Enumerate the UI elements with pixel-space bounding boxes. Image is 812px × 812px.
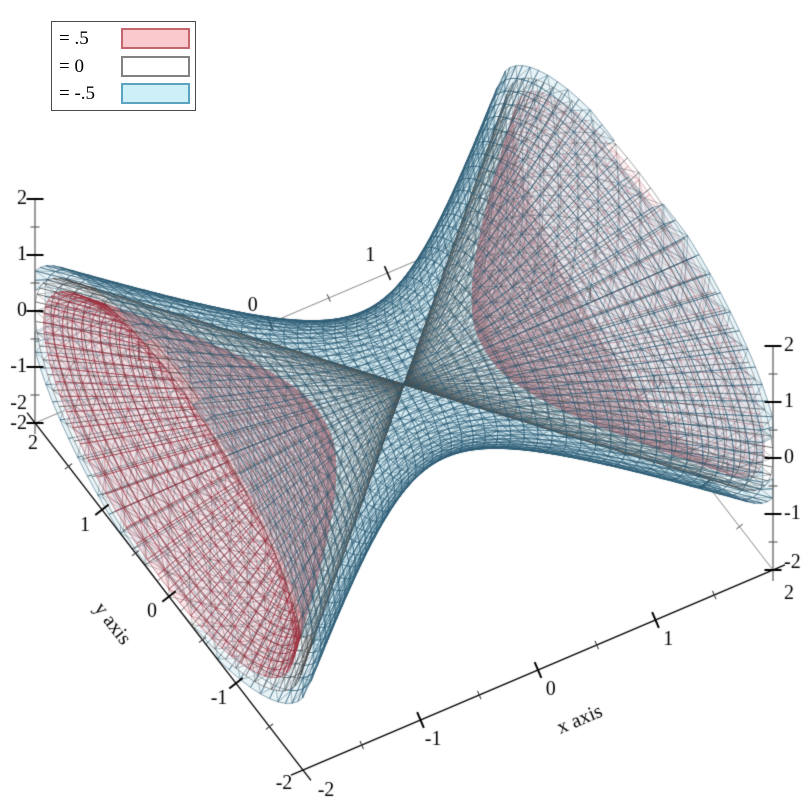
legend-label-neg: = -.5 xyxy=(59,83,96,104)
legend-label-zero: = 0 xyxy=(59,55,84,77)
legend-swatch-blue xyxy=(121,83,190,104)
legend-row: = -.5 xyxy=(59,81,190,107)
legend-swatch-white xyxy=(121,55,190,77)
legend-label-pos: = .5 xyxy=(59,28,89,49)
legend: = .5 = 0 = -.5 xyxy=(51,21,196,111)
legend-swatch-red xyxy=(121,28,190,49)
legend-row: = .5 xyxy=(59,26,190,52)
legend-row: = 0 xyxy=(59,53,190,79)
